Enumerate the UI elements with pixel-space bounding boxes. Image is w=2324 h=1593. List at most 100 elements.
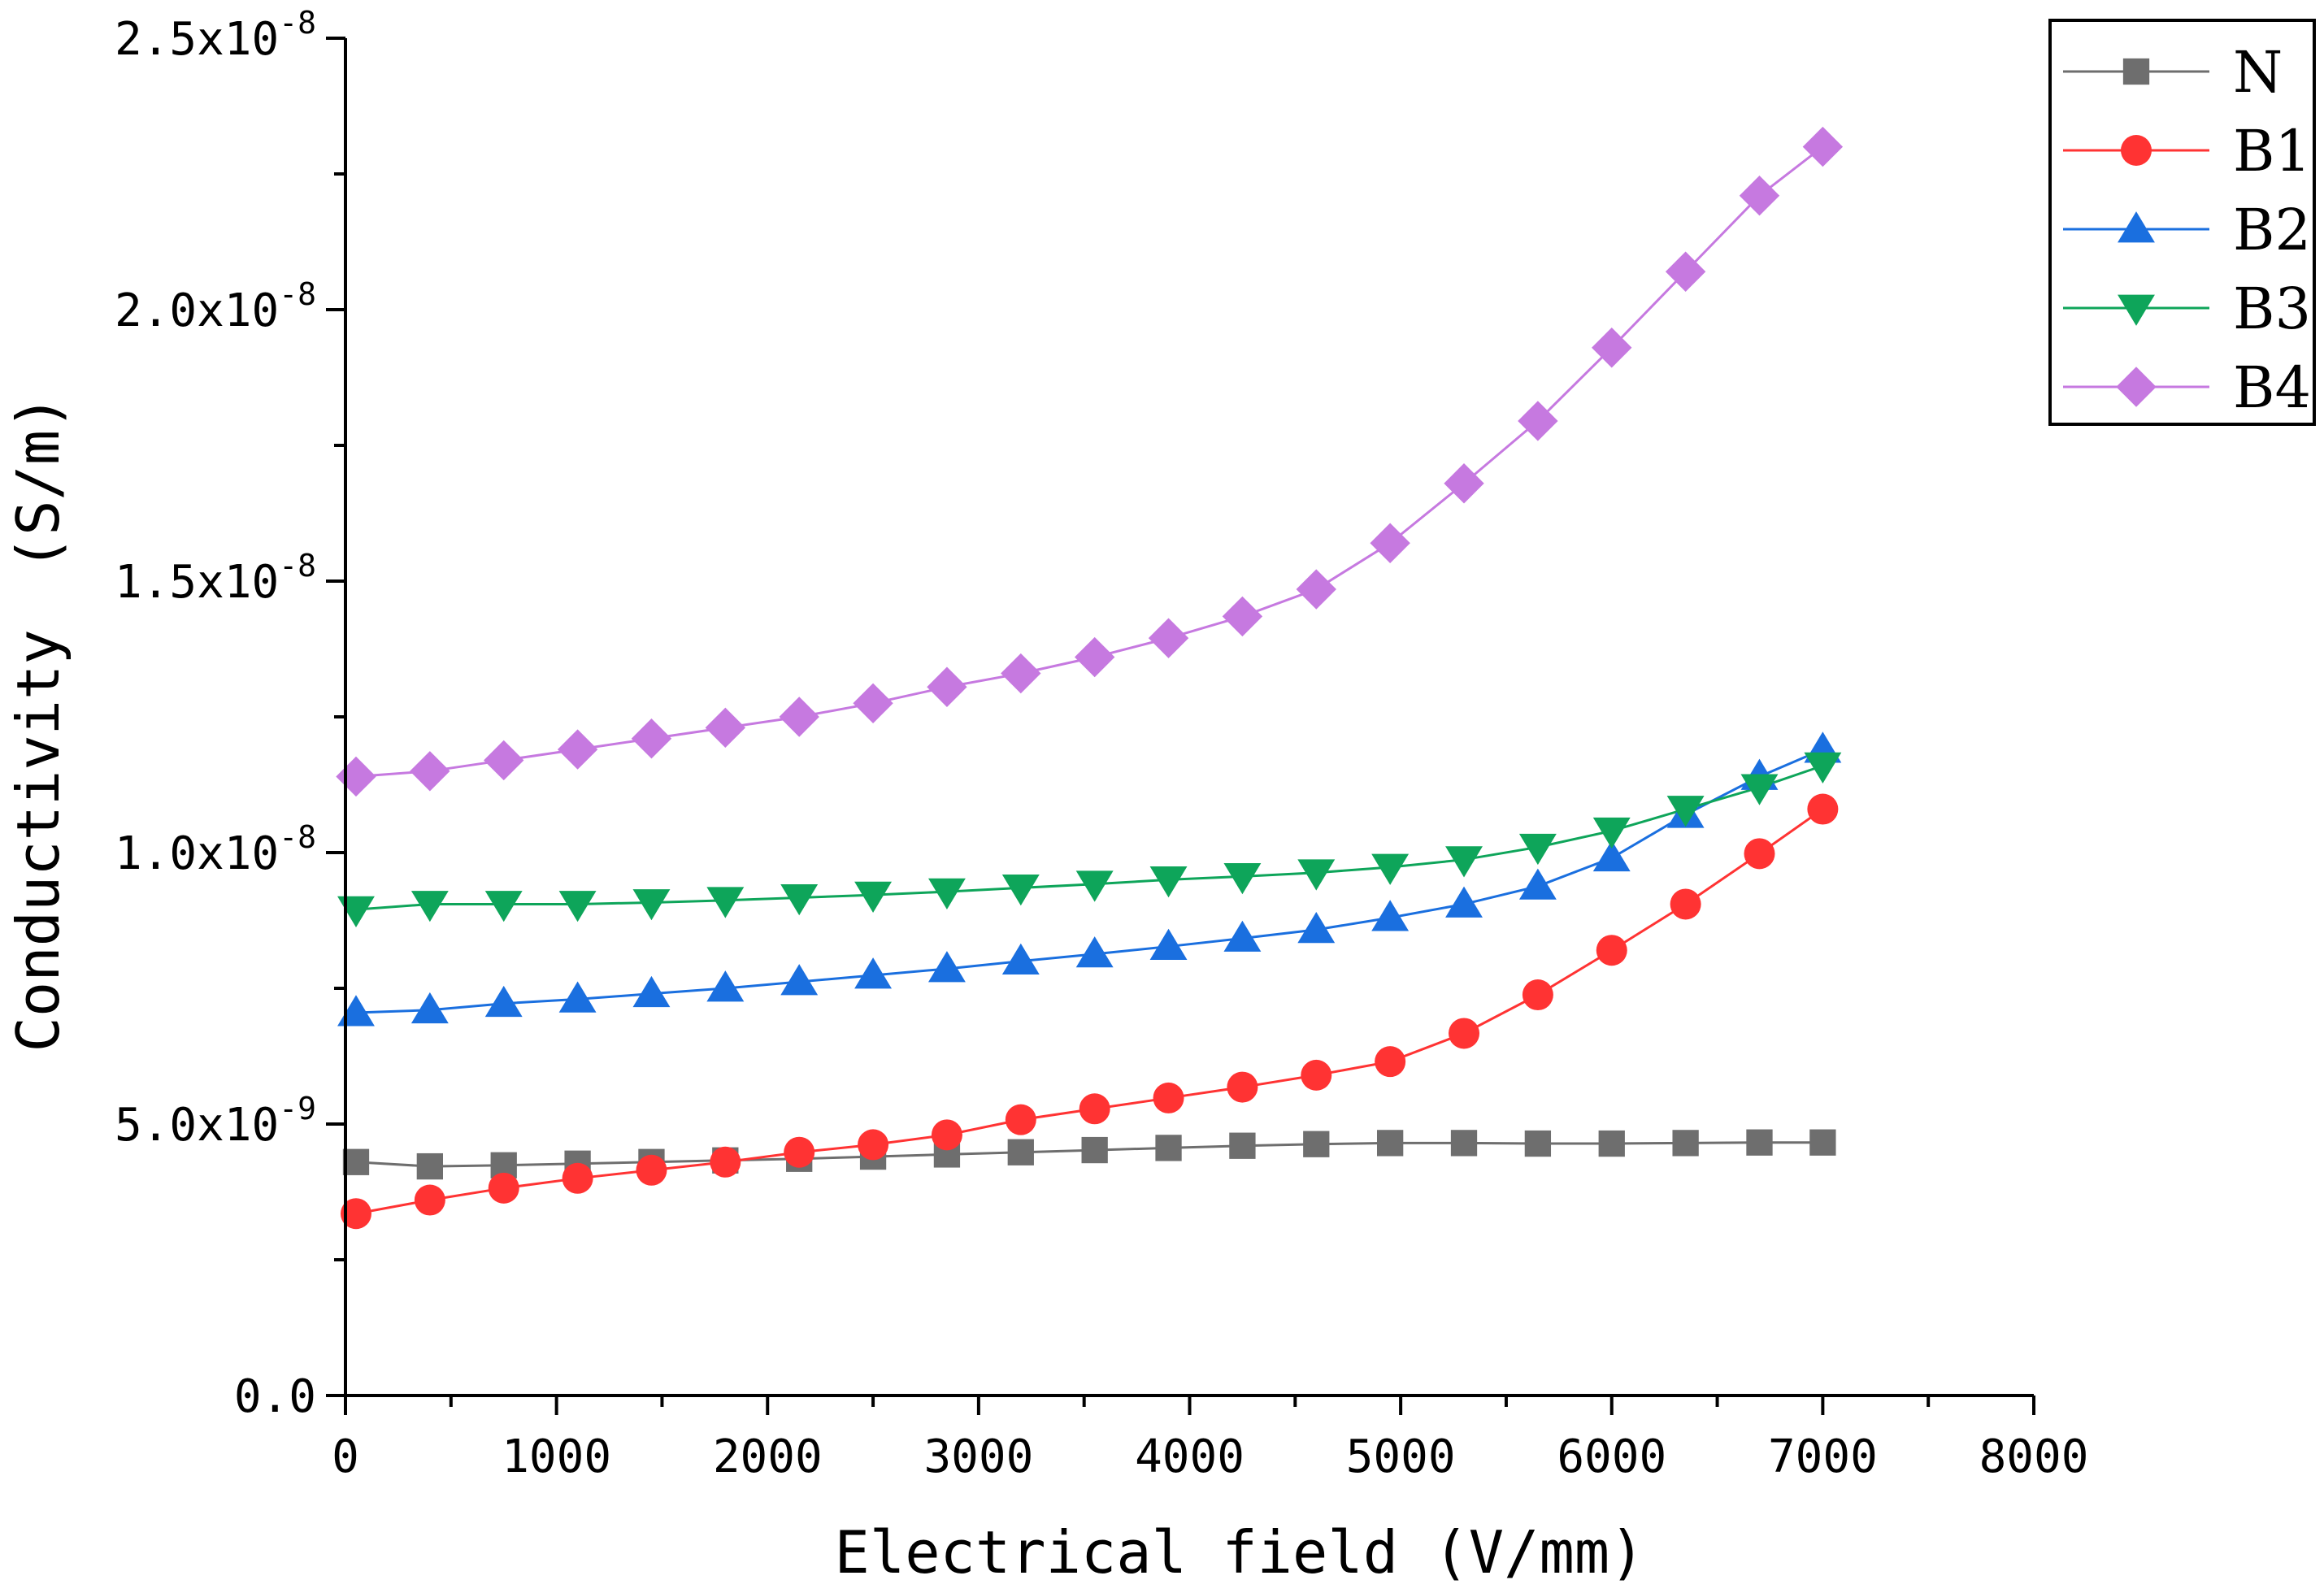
data-point-b3 <box>632 889 671 921</box>
x-axis-title: Electrical field (V/mm) <box>835 1518 1645 1586</box>
data-point-n <box>416 1152 443 1180</box>
legend-label-b1: B1 <box>2233 118 2311 184</box>
data-point-b1 <box>1807 793 1839 825</box>
data-point-b1 <box>636 1154 667 1186</box>
legend-marker-n <box>2122 58 2150 85</box>
x-tick-label: 6000 <box>1557 1430 1666 1483</box>
data-point-b1 <box>1153 1082 1184 1113</box>
data-point-b4 <box>1518 401 1558 441</box>
data-point-b1 <box>340 1198 371 1230</box>
data-point-n <box>1746 1129 1773 1156</box>
data-point-n <box>1450 1130 1478 1157</box>
data-point-b3 <box>1075 870 1114 902</box>
y-tick-exponent: -8 <box>279 276 316 312</box>
data-point-b3 <box>1001 875 1040 906</box>
legend-marker-b1 <box>2121 135 2152 166</box>
data-point-b3 <box>1592 817 1631 849</box>
data-point-b2 <box>1445 886 1483 918</box>
data-point-b3 <box>780 884 819 916</box>
data-point-b4 <box>631 718 672 759</box>
legend-marker-b4 <box>2116 367 2157 407</box>
data-point-b3 <box>1518 833 1557 866</box>
data-point-b3 <box>927 878 966 909</box>
data-point-b1 <box>1079 1093 1110 1125</box>
data-point-b4 <box>853 683 893 723</box>
data-point-b3 <box>706 887 745 918</box>
data-point-b2 <box>706 970 745 1002</box>
y-tick-label: 1.5x10-8 <box>115 548 316 609</box>
data-point-b2 <box>484 985 523 1018</box>
y-tick-mantissa: 5.0x10 <box>115 1099 279 1152</box>
data-point-b4 <box>779 697 819 737</box>
data-point-b4 <box>1592 328 1632 368</box>
legend-label-b4: B4 <box>2233 354 2311 421</box>
data-point-b3 <box>558 891 597 922</box>
data-point-b3 <box>1223 863 1262 895</box>
y-tick-label: 5.0x10-9 <box>115 1091 316 1152</box>
data-point-b2 <box>1518 868 1557 900</box>
data-point-b1 <box>784 1136 815 1168</box>
x-tick-label: 3000 <box>923 1430 1033 1483</box>
legend-label-b3: B3 <box>2233 276 2311 342</box>
data-point-n <box>1081 1136 1108 1164</box>
data-point-b1 <box>562 1162 593 1194</box>
data-point-b1 <box>1449 1018 1480 1049</box>
x-tick-label: 4000 <box>1135 1430 1245 1483</box>
data-point-b3 <box>1804 752 1842 783</box>
data-point-b1 <box>414 1184 445 1216</box>
x-tick-label: 8000 <box>1979 1430 2089 1483</box>
data-point-b3 <box>411 891 449 922</box>
data-point-b4 <box>927 666 967 707</box>
data-point-b4 <box>705 707 746 749</box>
legend: N B1 B2 B3 B4 <box>2048 19 2316 426</box>
x-tick-label: 5000 <box>1346 1430 1456 1483</box>
data-point-b3 <box>1445 846 1483 878</box>
data-point-b4 <box>1665 251 1706 292</box>
y-tick-exponent: -8 <box>279 548 316 584</box>
data-point-b4 <box>1001 653 1041 694</box>
y-tick-exponent: -8 <box>279 5 316 41</box>
data-point-b4 <box>1074 636 1115 678</box>
legend-box <box>2048 19 2316 426</box>
legend-marker-b2 <box>2118 211 2155 243</box>
y-tick-mantissa: 1.5x10 <box>115 556 279 609</box>
data-point-n <box>1303 1131 1330 1157</box>
data-point-n <box>1809 1129 1836 1156</box>
data-point-b4 <box>1802 126 1844 167</box>
data-point-n <box>342 1148 370 1175</box>
data-point-b1 <box>710 1146 741 1178</box>
y-tick-exponent: -9 <box>279 1091 316 1126</box>
y-tick-label: 1.0x10-8 <box>115 819 316 880</box>
data-point-b4 <box>1148 618 1189 658</box>
y-tick-mantissa: 2.0x10 <box>115 284 279 337</box>
data-point-b2 <box>1223 920 1262 952</box>
data-point-b2 <box>780 964 819 996</box>
data-point-b1 <box>488 1172 519 1204</box>
data-point-b2 <box>927 951 966 983</box>
data-point-b4 <box>1370 523 1410 563</box>
data-point-n <box>1672 1130 1699 1157</box>
data-point-b3 <box>1371 853 1410 885</box>
data-point-b2 <box>1075 936 1114 968</box>
x-tick-label: 2000 <box>713 1430 823 1483</box>
data-point-b1 <box>1596 935 1627 966</box>
data-point-b2 <box>1149 928 1188 960</box>
y-axis-title: Conductivity (S/m) <box>4 395 72 1053</box>
data-point-b1 <box>931 1119 962 1151</box>
data-point-b1 <box>1744 838 1775 870</box>
data-point-n <box>1598 1130 1625 1157</box>
x-tick-label: 0 <box>332 1430 359 1483</box>
data-point-b3 <box>484 891 523 922</box>
data-point-b4 <box>1739 176 1780 216</box>
data-point-b2 <box>411 992 449 1024</box>
data-point-b4 <box>1296 569 1336 610</box>
data-point-b3 <box>1149 866 1188 898</box>
data-point-b4 <box>1222 596 1263 637</box>
y-tick-exponent: -8 <box>279 819 316 855</box>
data-point-b1 <box>1375 1046 1406 1078</box>
y-tick-label: 0.0 <box>234 1370 316 1423</box>
data-point-b1 <box>1670 888 1701 920</box>
data-point-b2 <box>1001 943 1040 974</box>
data-point-b3 <box>1740 774 1779 805</box>
